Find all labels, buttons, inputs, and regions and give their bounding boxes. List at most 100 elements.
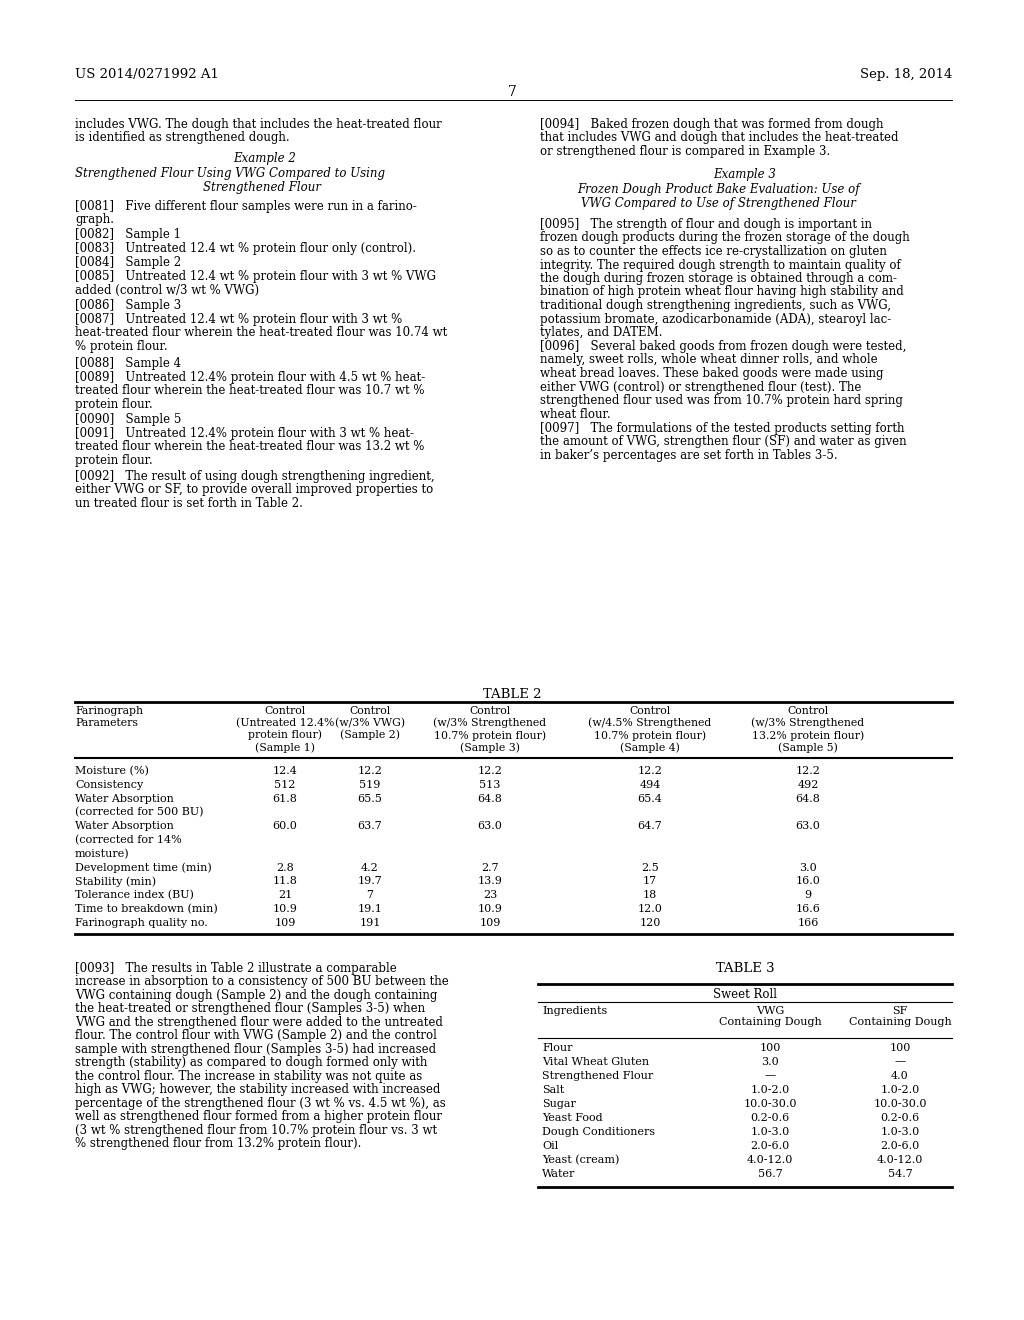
Text: VWG Compared to Use of Strengthened Flour: VWG Compared to Use of Strengthened Flou… <box>581 197 855 210</box>
Text: 3.0: 3.0 <box>799 862 817 873</box>
Text: 1.0-3.0: 1.0-3.0 <box>881 1126 920 1137</box>
Text: VWG and the strengthened flour were added to the untreated: VWG and the strengthened flour were adde… <box>75 1015 442 1028</box>
Text: 16.6: 16.6 <box>796 904 820 913</box>
Text: Sugar: Sugar <box>542 1098 575 1109</box>
Text: wheat bread loaves. These baked goods were made using: wheat bread loaves. These baked goods we… <box>540 367 884 380</box>
Text: strength (stability) as compared to dough formed only with: strength (stability) as compared to doug… <box>75 1056 427 1069</box>
Text: Water Absorption: Water Absorption <box>75 793 174 804</box>
Text: 12.2: 12.2 <box>477 766 503 776</box>
Text: 120: 120 <box>639 917 660 928</box>
Text: 65.5: 65.5 <box>357 793 382 804</box>
Text: treated flour wherein the heat-treated flour was 13.2 wt %: treated flour wherein the heat-treated f… <box>75 441 424 454</box>
Text: that includes VWG and dough that includes the heat-treated: that includes VWG and dough that include… <box>540 132 898 144</box>
Text: tylates, and DATEM.: tylates, and DATEM. <box>540 326 663 339</box>
Text: 61.8: 61.8 <box>272 793 297 804</box>
Text: the amount of VWG, strengthen flour (SF) and water as given: the amount of VWG, strengthen flour (SF)… <box>540 436 906 449</box>
Text: strengthened flour used was from 10.7% protein hard spring: strengthened flour used was from 10.7% p… <box>540 393 903 407</box>
Text: added (control w/3 wt % VWG): added (control w/3 wt % VWG) <box>75 284 259 297</box>
Text: Sweet Roll: Sweet Roll <box>713 987 777 1001</box>
Text: % protein flour.: % protein flour. <box>75 341 168 352</box>
Text: [0088]   Sample 4: [0088] Sample 4 <box>75 356 181 370</box>
Text: protein flour.: protein flour. <box>75 454 153 467</box>
Text: Ingredients: Ingredients <box>542 1006 607 1015</box>
Text: —: — <box>765 1071 775 1081</box>
Text: so as to counter the effects ice re-crystallization on gluten: so as to counter the effects ice re-crys… <box>540 246 887 257</box>
Text: 519: 519 <box>359 780 381 789</box>
Text: Development time (min): Development time (min) <box>75 862 212 873</box>
Text: 21: 21 <box>278 890 292 900</box>
Text: un treated flour is set forth in Table 2.: un treated flour is set forth in Table 2… <box>75 498 303 510</box>
Text: 65.4: 65.4 <box>638 793 663 804</box>
Text: VWG
Containing Dough: VWG Containing Dough <box>719 1006 821 1027</box>
Text: 2.8: 2.8 <box>276 862 294 873</box>
Text: [0093]   The results in Table 2 illustrate a comparable: [0093] The results in Table 2 illustrate… <box>75 961 396 974</box>
Text: graph.: graph. <box>75 214 114 227</box>
Text: in baker’s percentages are set forth in Tables 3-5.: in baker’s percentages are set forth in … <box>540 449 838 462</box>
Text: Consistency: Consistency <box>75 780 143 789</box>
Text: [0083]   Untreated 12.4 wt % protein flour only (control).: [0083] Untreated 12.4 wt % protein flour… <box>75 242 416 255</box>
Text: 1.0-2.0: 1.0-2.0 <box>751 1085 790 1094</box>
Text: [0091]   Untreated 12.4% protein flour with 3 wt % heat-: [0091] Untreated 12.4% protein flour wit… <box>75 426 414 440</box>
Text: increase in absorption to a consistency of 500 BU between the: increase in absorption to a consistency … <box>75 975 449 989</box>
Text: 4.0: 4.0 <box>891 1071 909 1081</box>
Text: Strengthened Flour Using VWG Compared to Using: Strengthened Flour Using VWG Compared to… <box>75 168 385 180</box>
Text: Farinograph quality no.: Farinograph quality no. <box>75 917 208 928</box>
Text: 7: 7 <box>367 890 374 900</box>
Text: namely, sweet rolls, whole wheat dinner rolls, and whole: namely, sweet rolls, whole wheat dinner … <box>540 354 878 367</box>
Text: [0081]   Five different flour samples were run in a farino-: [0081] Five different flour samples were… <box>75 201 417 213</box>
Text: [0097]   The formulations of the tested products setting forth: [0097] The formulations of the tested pr… <box>540 422 904 436</box>
Text: Sep. 18, 2014: Sep. 18, 2014 <box>859 69 952 81</box>
Text: potassium bromate, azodicarbonamide (ADA), stearoyl lac-: potassium bromate, azodicarbonamide (ADA… <box>540 313 891 326</box>
Text: 16.0: 16.0 <box>796 876 820 887</box>
Text: 100: 100 <box>760 1043 780 1052</box>
Text: 9: 9 <box>805 890 812 900</box>
Text: 18: 18 <box>643 890 657 900</box>
Text: TABLE 2: TABLE 2 <box>482 688 542 701</box>
Text: 1.0-2.0: 1.0-2.0 <box>881 1085 920 1094</box>
Text: either VWG or SF, to provide overall improved properties to: either VWG or SF, to provide overall imp… <box>75 483 433 496</box>
Text: 3.0: 3.0 <box>761 1056 779 1067</box>
Text: traditional dough strengthening ingredients, such as VWG,: traditional dough strengthening ingredie… <box>540 300 891 312</box>
Text: Strengthened Flour: Strengthened Flour <box>203 181 321 194</box>
Text: Dough Conditioners: Dough Conditioners <box>542 1126 655 1137</box>
Text: 4.2: 4.2 <box>361 862 379 873</box>
Text: 12.2: 12.2 <box>357 766 382 776</box>
Text: wheat flour.: wheat flour. <box>540 408 610 421</box>
Text: 12.2: 12.2 <box>638 766 663 776</box>
Text: 12.0: 12.0 <box>638 904 663 913</box>
Text: Stability (min): Stability (min) <box>75 876 156 887</box>
Text: 11.8: 11.8 <box>272 876 297 887</box>
Text: 19.7: 19.7 <box>357 876 382 887</box>
Text: 63.0: 63.0 <box>477 821 503 832</box>
Text: [0084]   Sample 2: [0084] Sample 2 <box>75 256 181 269</box>
Text: Vital Wheat Gluten: Vital Wheat Gluten <box>542 1056 649 1067</box>
Text: is identified as strengthened dough.: is identified as strengthened dough. <box>75 132 290 144</box>
Text: Frozen Dough Product Bake Evaluation: Use of: Frozen Dough Product Bake Evaluation: Us… <box>577 183 859 195</box>
Text: Farinograph
Parameters: Farinograph Parameters <box>75 706 143 727</box>
Text: bination of high protein wheat flour having high stability and: bination of high protein wheat flour hav… <box>540 285 904 298</box>
Text: 512: 512 <box>274 780 296 789</box>
Text: (3 wt % strengthened flour from 10.7% protein flour vs. 3 wt: (3 wt % strengthened flour from 10.7% pr… <box>75 1123 437 1137</box>
Text: Oil: Oil <box>542 1140 558 1151</box>
Text: 10.9: 10.9 <box>477 904 503 913</box>
Text: SF
Containing Dough: SF Containing Dough <box>849 1006 951 1027</box>
Text: [0086]   Sample 3: [0086] Sample 3 <box>75 300 181 312</box>
Text: well as strengthened flour formed from a higher protein flour: well as strengthened flour formed from a… <box>75 1110 442 1123</box>
Text: the dough during frozen storage is obtained through a com-: the dough during frozen storage is obtai… <box>540 272 897 285</box>
Text: Yeast (cream): Yeast (cream) <box>542 1155 620 1166</box>
Text: 10.0-30.0: 10.0-30.0 <box>873 1098 927 1109</box>
Text: heat-treated flour wherein the heat-treated flour was 10.74 wt: heat-treated flour wherein the heat-trea… <box>75 326 447 339</box>
Text: 12.4: 12.4 <box>272 766 297 776</box>
Text: 2.0-6.0: 2.0-6.0 <box>881 1140 920 1151</box>
Text: Example 3: Example 3 <box>714 168 776 181</box>
Text: 492: 492 <box>798 780 818 789</box>
Text: 56.7: 56.7 <box>758 1168 782 1179</box>
Text: percentage of the strengthened flour (3 wt % vs. 4.5 wt %), as: percentage of the strengthened flour (3 … <box>75 1097 445 1110</box>
Text: Control
(w/3% Strengthened
10.7% protein flour)
(Sample 3): Control (w/3% Strengthened 10.7% protein… <box>433 706 547 752</box>
Text: treated flour wherein the heat-treated flour was 10.7 wt %: treated flour wherein the heat-treated f… <box>75 384 425 397</box>
Text: % strengthened flour from 13.2% protein flour).: % strengthened flour from 13.2% protein … <box>75 1137 361 1150</box>
Text: the control flour. The increase in stability was not quite as: the control flour. The increase in stabi… <box>75 1069 422 1082</box>
Text: 2.5: 2.5 <box>641 862 658 873</box>
Text: 13.9: 13.9 <box>477 876 503 887</box>
Text: Water: Water <box>542 1168 575 1179</box>
